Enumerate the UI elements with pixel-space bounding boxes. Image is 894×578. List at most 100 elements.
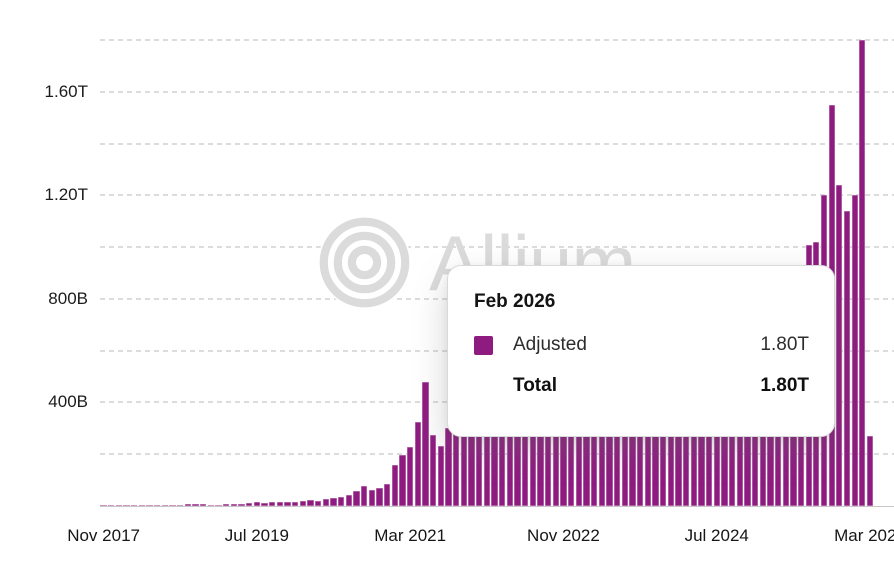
x-axis-label-mar-2026: Mar 2026 [834,526,894,545]
bar-feb-2026[interactable] [859,40,866,506]
bar-sep-2019[interactable] [269,502,276,506]
series-label: Adjusted [513,334,587,355]
bar-sep-2018[interactable] [177,504,184,506]
x-axis-label-jul-2024: Jul 2024 [684,526,749,545]
x-axis-label-jul-2019: Jul 2019 [224,526,290,545]
bar-apr-2020[interactable] [322,498,329,506]
y-axis-label-1.60T: 1.60T [44,81,88,101]
bar-jan-2020[interactable] [299,501,306,506]
bar-jun-2023[interactable] [613,407,621,506]
total-value: 1.80T [760,375,809,396]
bar-dec-2021[interactable] [475,407,483,506]
bar-nov-2020[interactable] [376,487,383,506]
bar-aug-2022[interactable] [537,407,544,506]
tooltip-date: Feb 2026 [474,291,556,312]
bar-nov-2018[interactable] [192,504,199,506]
bar-aug-2023[interactable] [629,412,636,506]
bar-aug-2019[interactable] [261,502,268,506]
bar-jan-2024[interactable] [667,379,674,506]
bar-jun-2021[interactable] [430,435,437,506]
bar-jun-2019[interactable] [246,502,253,506]
bar-jan-2023[interactable] [575,405,582,506]
bar-dec-2020[interactable] [384,484,391,506]
bar-jun-2022[interactable] [521,381,529,506]
bar-jul-2018[interactable] [161,504,169,506]
bar-dec-2019[interactable] [292,502,299,506]
x-axis-label-nov-2017: Nov 2017 [67,526,140,545]
bar-aug-2020[interactable] [353,490,360,506]
bar-mar-2018[interactable] [131,504,138,506]
bar-jul-2021[interactable] [437,446,444,506]
bar-jun-2020[interactable] [338,496,345,506]
bar-feb-2020[interactable] [307,500,314,506]
bar-mar-2019[interactable] [223,504,230,506]
bar-sep-2023[interactable] [636,415,644,506]
bar-jan-2018[interactable] [115,504,123,506]
tooltip-total-row: Total 1.80T [474,375,809,397]
bar-nov-2021[interactable] [468,402,475,506]
gridline-1000B [100,246,894,249]
bar-mar-2026[interactable] [866,436,874,506]
bar-feb-2018[interactable] [123,504,130,506]
x-axis-label-nov-2022: Nov 2022 [527,526,600,545]
bar-jul-2022[interactable] [529,402,536,506]
bar-may-2018[interactable] [146,504,153,506]
bar-dec-2018[interactable] [200,504,207,506]
bar-sep-2020[interactable] [361,486,368,506]
x-axis-label-mar-2021: Mar 2021 [374,526,447,545]
bar-oct-2023[interactable] [644,405,651,506]
bar-jan-2021[interactable] [391,464,398,506]
bar-nov-2022[interactable] [560,371,567,506]
bar-may-2020[interactable] [330,498,337,506]
bar-may-2019[interactable] [238,503,245,506]
bar-feb-2021[interactable] [399,455,406,506]
bar-jul-2023[interactable] [621,410,628,506]
bar-jan-2026[interactable] [851,195,858,506]
bar-oct-2018[interactable] [184,504,192,506]
bar-oct-2020[interactable] [368,489,375,506]
bar-may-2023[interactable] [606,405,613,506]
bar-mar-2023[interactable] [590,381,598,506]
series-swatch [474,335,493,355]
bar-feb-2024[interactable] [675,368,682,506]
bar-feb-2023[interactable] [583,397,590,506]
bar-jun-2018[interactable] [154,504,161,506]
bar-jul-2020[interactable] [345,494,352,506]
tooltip-series-row: Adjusted 1.80T [474,334,809,356]
total-label: Total [513,375,557,396]
bar-dec-2017[interactable] [108,504,115,506]
bar-may-2022[interactable] [514,371,521,506]
gridline-1800B [100,39,894,41]
gridline-1200B [100,194,894,197]
bar-may-2021[interactable] [422,381,429,506]
bar-mar-2020[interactable] [315,500,322,506]
chart-tooltip: Feb 2026 Adjusted 1.80T Total 1.80T [447,265,835,437]
gridline-1400B [100,142,894,145]
bar-nov-2019[interactable] [284,501,291,506]
bar-oct-2019[interactable] [276,502,284,506]
bar-mar-2021[interactable] [407,447,414,506]
bar-feb-2019[interactable] [215,504,222,506]
bar-oct-2022[interactable] [552,394,559,506]
bar-dec-2025[interactable] [843,210,851,506]
bar-aug-2021[interactable] [445,428,452,506]
bar-nov-2025[interactable] [836,184,843,506]
bar-dec-2023[interactable] [659,386,667,506]
bar-jan-2022[interactable] [483,397,490,506]
bar-apr-2023[interactable] [598,399,605,506]
bar-sep-2021[interactable] [452,423,460,506]
bar-sep-2022[interactable] [544,399,552,506]
bar-jan-2019[interactable] [207,504,215,506]
bar-dec-2022[interactable] [567,402,575,506]
bar-mar-2022[interactable] [498,394,506,506]
bar-oct-2021[interactable] [460,415,467,506]
bar-apr-2021[interactable] [414,421,421,506]
bar-apr-2019[interactable] [230,504,238,506]
bar-apr-2018[interactable] [138,504,146,506]
bar-nov-2023[interactable] [652,394,659,506]
bar-apr-2022[interactable] [506,389,513,506]
bar-jul-2019[interactable] [253,502,261,506]
bar-aug-2018[interactable] [169,504,176,506]
bar-feb-2022[interactable] [491,405,498,506]
